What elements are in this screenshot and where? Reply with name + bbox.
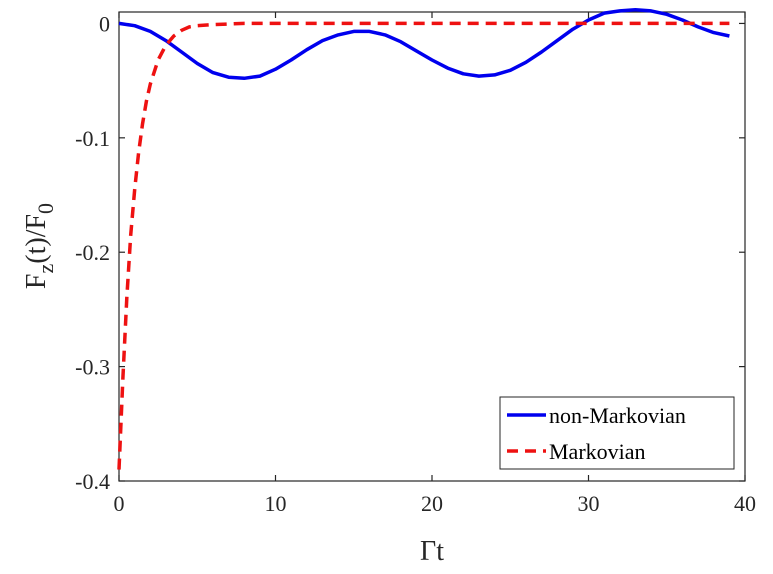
legend: non-Markovian Markovian [499, 396, 735, 470]
x-tick-label: 10 [265, 491, 287, 516]
legend-box [499, 396, 735, 470]
legend-label-non-markovian: non-Markovian [549, 403, 686, 428]
y-tick-label: -0.1 [75, 126, 110, 151]
y-axis-title-sub2: 0 [33, 203, 58, 214]
tick-labels: 0 10 20 30 40 0 -0.1 -0.2 -0.3 -0.4 [75, 11, 756, 516]
x-axis-title: Γt [420, 536, 444, 567]
x-axis-title-main: Γt [420, 536, 444, 567]
y-tick-label: 0 [99, 11, 110, 36]
x-tick-label: 0 [114, 491, 125, 516]
ticks [118, 12, 746, 482]
series-line-markovian [117, 21, 730, 470]
y-axis-title-mid: (t)/F [21, 214, 52, 264]
y-tick-label: -0.4 [75, 469, 110, 494]
series-line-non-markovian [118, 7, 730, 81]
y-axis-title-main: F [21, 273, 52, 289]
y-tick-label: -0.2 [75, 240, 110, 265]
x-tick-label: 30 [578, 491, 600, 516]
y-axis-title: Fz(t)/F0 [21, 203, 58, 289]
x-tick-label: 20 [421, 491, 443, 516]
y-tick-label: -0.3 [75, 355, 110, 380]
y-axis-title-sub1: z [33, 263, 58, 273]
series-layer [117, 7, 730, 470]
legend-label-markovian: Markovian [549, 439, 646, 464]
x-tick-label: 40 [734, 491, 756, 516]
